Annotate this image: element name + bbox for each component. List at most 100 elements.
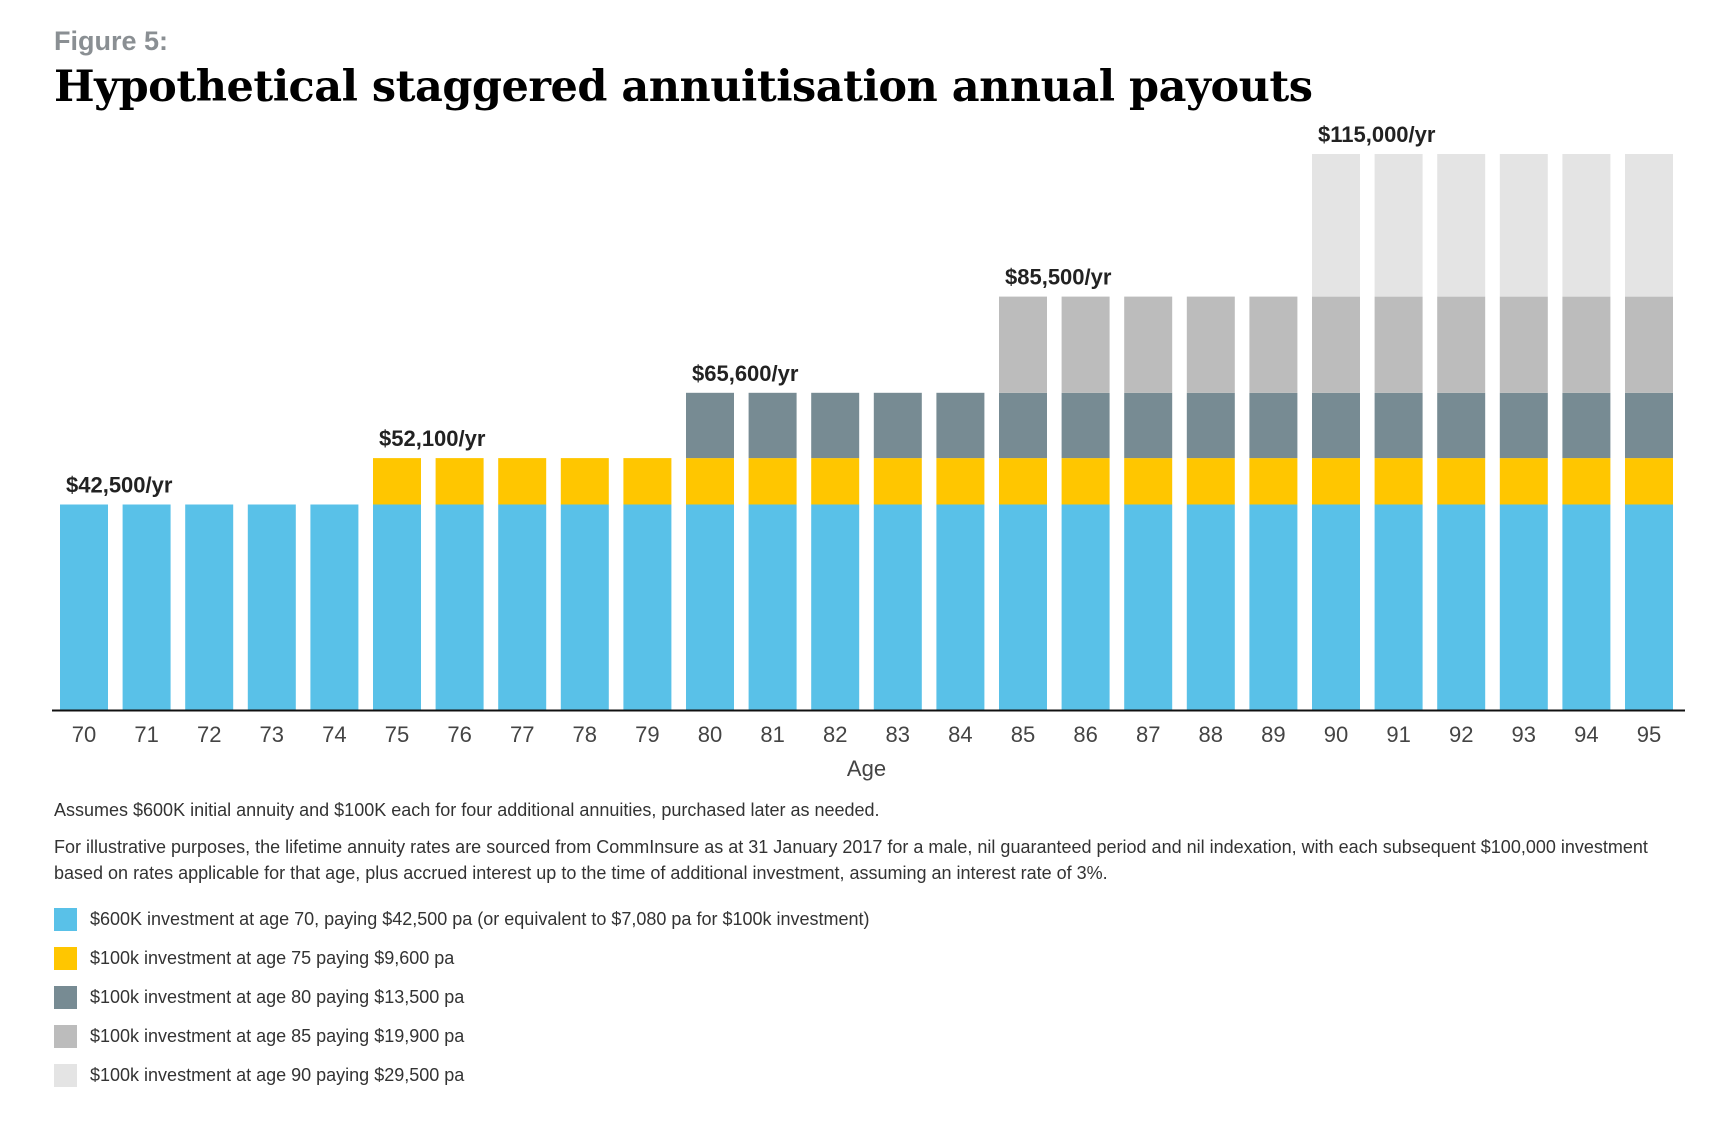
bar-segment-94-series-2 [1562,458,1611,505]
bar-segment-88-series-4 [1186,296,1235,393]
bar-segment-87-series-3 [1124,392,1173,459]
bar-segment-70-series-1 [60,504,108,710]
bar-segment-94-series-1 [1562,504,1611,710]
legend-item: $100k investment at age 80 paying $13,50… [54,978,870,1017]
bar-segment-87-series-4 [1124,296,1173,393]
x-tick-label: 75 [385,722,409,747]
bar-segment-83-series-2 [873,458,922,505]
x-tick-label: 84 [948,722,972,747]
bar-segment-85-series-3 [999,392,1047,459]
bar-segment-86-series-4 [1061,296,1110,393]
bar-segment-89-series-2 [1249,458,1298,505]
legend-label: $100k investment at age 85 paying $19,90… [90,1026,465,1046]
figure-label: Figure 5: [54,26,169,56]
bar-segment-95-series-5 [1625,154,1673,297]
bar-segment-88-series-2 [1186,458,1235,505]
x-tick-label: 87 [1136,722,1160,747]
x-tick-label: 70 [72,722,96,747]
data-label: $42,500/yr [66,473,173,498]
x-tick-label: 71 [134,722,158,747]
x-tick-label: 88 [1199,722,1223,747]
bar-segment-81-series-2 [748,458,797,505]
bar-segment-76-series-2 [435,458,484,505]
bar-segment-95-series-4 [1625,296,1673,393]
bar-segment-82-series-1 [811,504,860,710]
bar-segment-80-series-3 [686,392,734,459]
bar-segment-93-series-1 [1499,504,1548,710]
bar-segment-75-series-1 [373,504,421,710]
legend-item: $100k investment at age 85 paying $19,90… [54,1017,870,1056]
bar-segment-94-series-5 [1562,154,1611,297]
x-tick-label: 83 [886,722,910,747]
bar-segment-94-series-3 [1562,392,1611,459]
bar-segment-81-series-3 [748,392,797,459]
bar-segment-84-series-3 [936,392,985,459]
bar-segment-91-series-4 [1374,296,1423,393]
legend-label: $600K investment at age 70, paying $42,5… [90,909,870,929]
x-tick-label: 79 [635,722,659,747]
x-tick-label: 89 [1261,722,1285,747]
legend-swatch [54,1064,77,1087]
bar-segment-90-series-3 [1312,392,1360,459]
bar-segment-75-series-2 [373,458,421,505]
assumption-note: Assumes $600K initial annuity and $100K … [54,800,880,820]
legend-item: $100k investment at age 75 paying $9,600… [54,939,870,978]
bar-segment-82-series-2 [811,458,860,505]
x-tick-label: 76 [447,722,471,747]
x-tick-label: 80 [698,722,722,747]
bar-segment-79-series-2 [623,458,672,505]
bar-segment-86-series-2 [1061,458,1110,505]
bar-segment-85-series-4 [999,296,1047,393]
legend-swatch [54,947,77,970]
bar-segment-95-series-2 [1625,458,1673,505]
x-tick-label: 92 [1449,722,1473,747]
bar-segment-92-series-5 [1437,154,1486,297]
x-tick-label: 77 [510,722,534,747]
x-axis-label: Age [847,756,886,781]
x-tick-label: 93 [1512,722,1536,747]
x-tick-label: 94 [1574,722,1598,747]
bar-segment-85-series-1 [999,504,1047,710]
bar-segment-84-series-1 [936,504,985,710]
bar-segment-72-series-1 [185,504,234,710]
x-tick-label: 73 [260,722,284,747]
x-tick-label: 95 [1637,722,1661,747]
bar-segment-87-series-2 [1124,458,1173,505]
bar-segment-89-series-3 [1249,392,1298,459]
bar-segment-91-series-2 [1374,458,1423,505]
data-label: $115,000/yr [1318,122,1436,147]
x-tick-label: 74 [322,722,346,747]
bar-segment-73-series-1 [247,504,296,710]
bar-segment-83-series-3 [873,392,922,459]
x-tick-label: 72 [197,722,221,747]
bar-segment-90-series-5 [1312,154,1360,297]
legend: $600K investment at age 70, paying $42,5… [54,900,870,1095]
bar-segment-81-series-1 [748,504,797,710]
data-label: $52,100/yr [379,426,486,451]
bar-segment-85-series-2 [999,458,1047,505]
legend-label: $100k investment at age 80 paying $13,50… [90,987,465,1007]
bar-segment-76-series-1 [435,504,484,710]
bar-segment-74-series-1 [310,504,359,710]
bar-segment-83-series-1 [873,504,922,710]
bar-segment-86-series-3 [1061,392,1110,459]
bar-segment-84-series-2 [936,458,985,505]
x-tick-label: 82 [823,722,847,747]
bar-segment-92-series-3 [1437,392,1486,459]
x-tick-label: 81 [760,722,784,747]
bar-segment-86-series-1 [1061,504,1110,710]
data-label: $85,500/yr [1005,265,1112,290]
bar-segment-92-series-1 [1437,504,1486,710]
bar-segment-90-series-4 [1312,296,1360,393]
bar-segment-95-series-3 [1625,392,1673,459]
bar-segment-93-series-5 [1499,154,1548,297]
legend-swatch [54,986,77,1009]
stacked-bar-chart: 70 71 72 73 74 75 76 77 78 79 80 81 82 83 84 85 86 87 88 89… [52,122,1685,781]
bar-segment-88-series-3 [1186,392,1235,459]
bar-segment-78-series-2 [560,458,609,505]
bar-segment-89-series-4 [1249,296,1298,393]
x-tick-label: 86 [1073,722,1097,747]
bar-segment-93-series-2 [1499,458,1548,505]
bar-segment-93-series-4 [1499,296,1548,393]
chart-title: Hypothetical staggered annuitisation ann… [54,62,1313,112]
